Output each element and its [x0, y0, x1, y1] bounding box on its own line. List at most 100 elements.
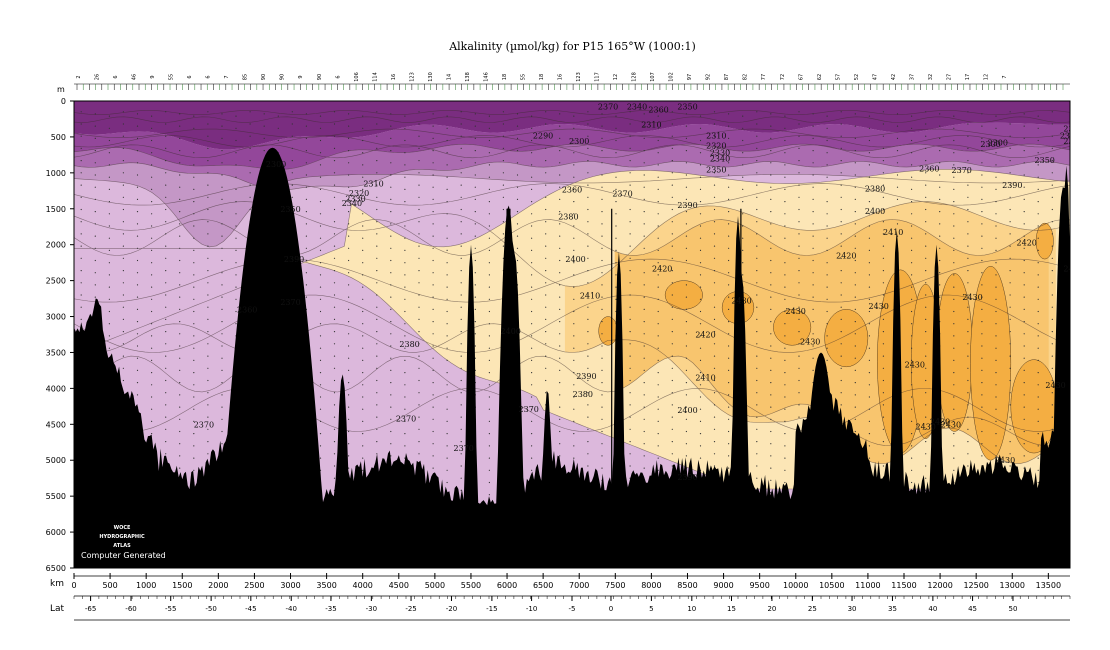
- sample-dot: [179, 272, 181, 274]
- sample-dot: [559, 418, 561, 420]
- sample-dot: [657, 310, 659, 313]
- sample-dot: [179, 296, 181, 298]
- sample-dot: [531, 213, 533, 215]
- sample-dot: [798, 355, 800, 357]
- sample-dot: [193, 372, 195, 374]
- sample-dot: [671, 233, 673, 235]
- sample-dot: [235, 262, 237, 264]
- sample-dot: [587, 392, 589, 394]
- sample-dot: [1051, 172, 1053, 174]
- sample-dot: [742, 176, 744, 178]
- sample-dot: [713, 160, 716, 162]
- sample-dot: [235, 298, 237, 300]
- sample-dot: [348, 382, 350, 384]
- sample-dot: [179, 284, 181, 286]
- sample-dot: [713, 343, 716, 345]
- sample-dot: [713, 184, 716, 186]
- contour-label: 2350: [677, 103, 697, 112]
- sample-dot: [362, 249, 364, 251]
- sample-dot: [826, 201, 828, 203]
- sample-dot: [896, 174, 899, 176]
- sample-dot: [925, 233, 927, 235]
- sample-dot: [151, 396, 153, 398]
- sample-dot: [305, 137, 307, 139]
- sample-dot: [488, 213, 490, 215]
- sample-dot: [390, 137, 392, 139]
- sample-dot: [671, 270, 673, 272]
- sample-dot: [784, 164, 786, 166]
- station-label: 90: [280, 74, 286, 80]
- sample-dot: [193, 469, 195, 471]
- sample-dot: [981, 186, 983, 188]
- sample-dot: [573, 310, 575, 313]
- lat-tick-label: -20: [446, 605, 457, 613]
- sample-dot: [1037, 225, 1039, 227]
- sample-dot: [488, 274, 490, 276]
- sample-dot: [629, 208, 631, 211]
- sample-dot: [333, 282, 336, 284]
- sample-dot: [502, 196, 504, 198]
- sample-dot: [756, 404, 758, 406]
- sample-dot: [94, 125, 96, 127]
- sample-dot: [446, 115, 448, 117]
- sample-dot: [446, 408, 448, 410]
- sample-dot: [221, 418, 223, 420]
- sample-dot: [713, 270, 716, 272]
- sample-dot: [699, 433, 702, 435]
- sample-dot: [418, 147, 420, 149]
- sample-dot: [207, 392, 209, 394]
- contour-label: 2380: [865, 185, 885, 194]
- sample-dot: [615, 298, 617, 300]
- sample-dot: [615, 201, 617, 203]
- sample-dot: [221, 430, 223, 433]
- sample-dot: [896, 162, 899, 164]
- sample-dot: [685, 223, 688, 225]
- sample-dot: [249, 160, 251, 162]
- sample-dot: [643, 333, 645, 335]
- sample-dot: [601, 272, 603, 274]
- sample-dot: [601, 125, 603, 127]
- contour-label: 2370: [952, 166, 972, 175]
- sample-dot: [699, 445, 702, 447]
- sample-dot: [474, 345, 476, 347]
- sample-dot: [671, 294, 673, 296]
- sample-dot: [756, 221, 758, 223]
- sample-dot: [221, 174, 223, 176]
- sample-dot: [235, 237, 237, 239]
- x-tick-label: 6500: [533, 581, 553, 590]
- sample-dot: [882, 196, 885, 198]
- sample-dot: [868, 274, 871, 276]
- sample-dot: [728, 137, 730, 139]
- sample-dot: [1037, 420, 1039, 422]
- sample-dot: [362, 213, 364, 215]
- sample-dot: [559, 150, 561, 152]
- sample-dot: [911, 408, 913, 410]
- sample-dot: [207, 221, 209, 223]
- lat-tick-label: -50: [205, 605, 216, 613]
- sample-dot: [1023, 113, 1025, 115]
- sample-dot: [474, 296, 476, 298]
- sample-dot: [80, 123, 82, 125]
- sample-dot: [207, 367, 209, 369]
- contour-label: 2370: [598, 103, 618, 112]
- sample-dot: [333, 416, 336, 418]
- sample-dot: [587, 245, 589, 247]
- sample-dot: [995, 323, 997, 325]
- sample-dot: [94, 235, 96, 237]
- sample-dot: [699, 139, 702, 142]
- contour-label: 2390: [677, 473, 697, 482]
- sample-dot: [221, 198, 223, 200]
- sample-dot: [545, 184, 547, 186]
- sample-dot: [390, 247, 392, 249]
- sample-dot: [151, 335, 153, 337]
- station-label: 77: [761, 74, 767, 80]
- sample-dot: [981, 308, 983, 310]
- sample-dot: [784, 420, 786, 422]
- sample-dot: [319, 213, 322, 215]
- sample-dot: [840, 270, 842, 272]
- station-label: 14: [446, 74, 452, 80]
- sample-dot: [376, 428, 378, 430]
- sample-dot: [981, 162, 983, 164]
- sample-dot: [629, 343, 631, 345]
- sample-dot: [868, 457, 871, 459]
